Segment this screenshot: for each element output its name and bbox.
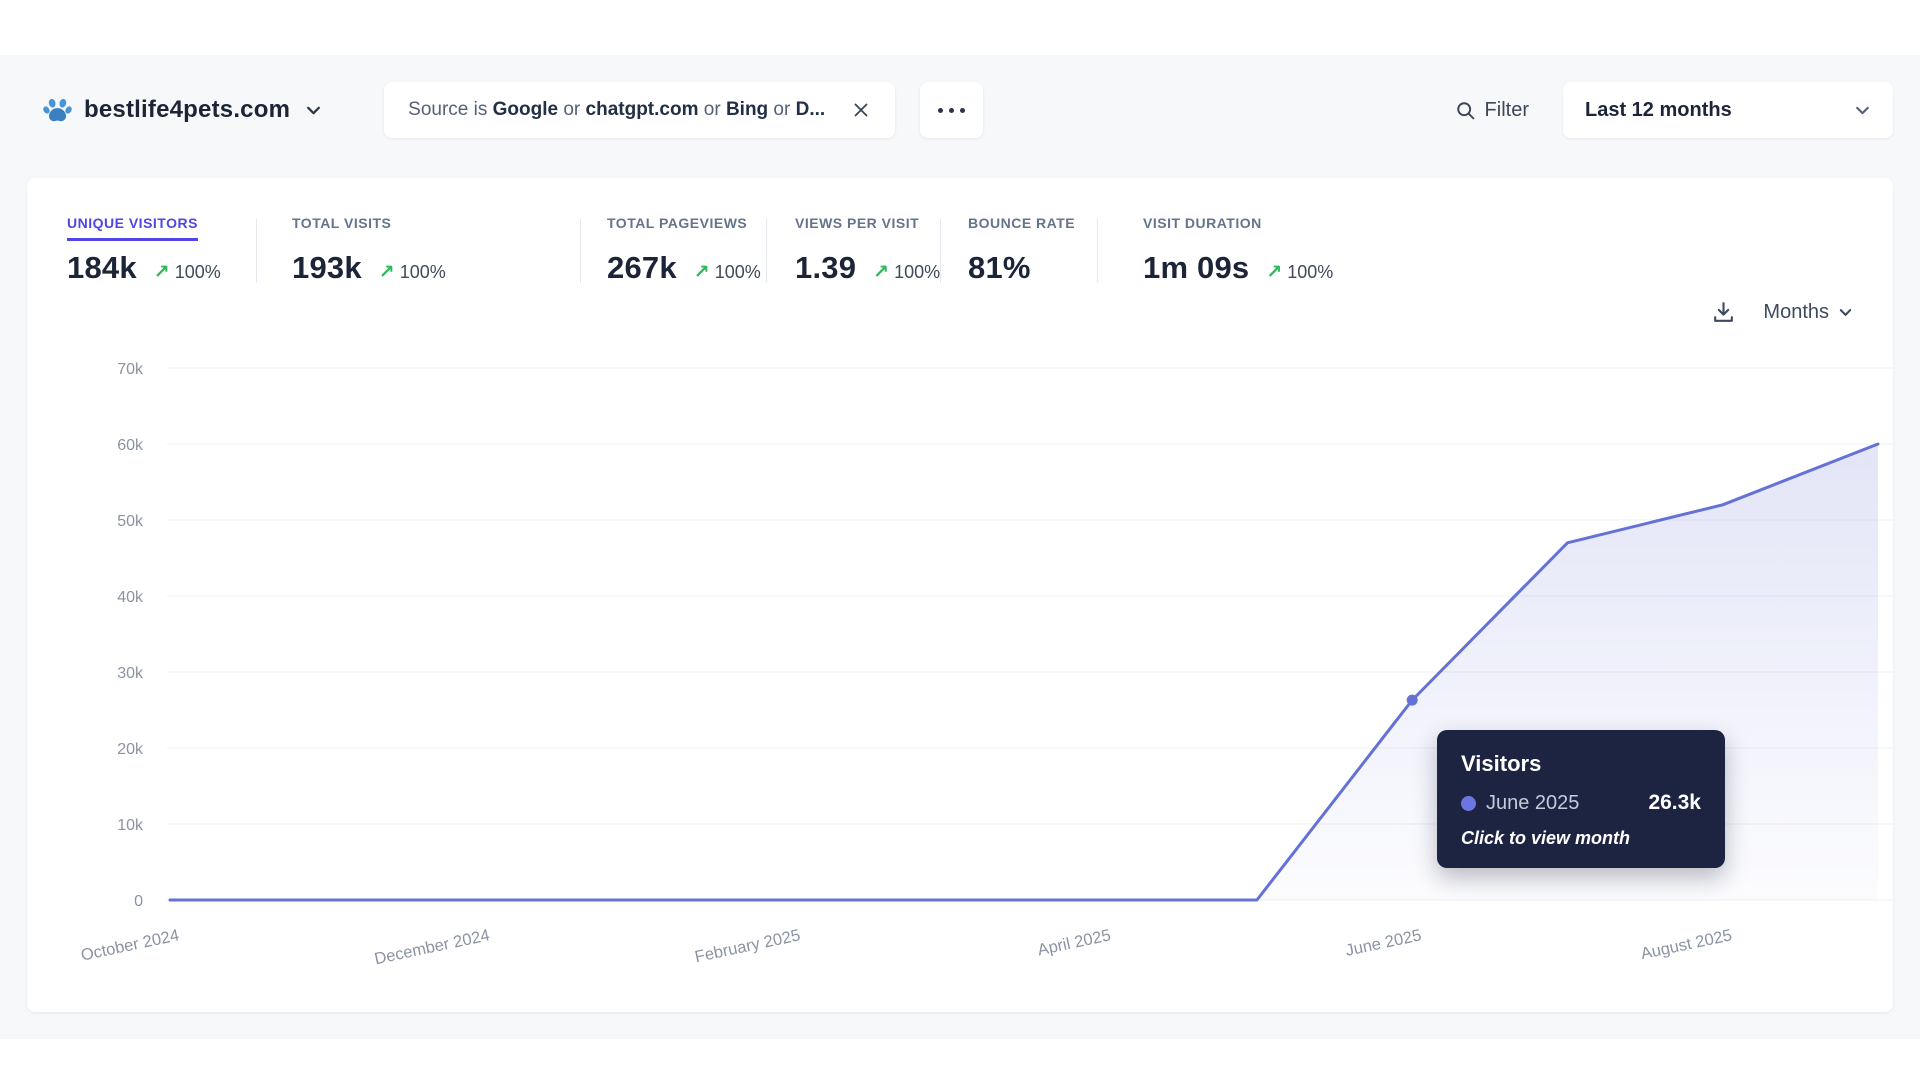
stat-value: 1m 09s <box>1143 250 1250 285</box>
chevron-down-icon <box>307 106 321 114</box>
toolbar-right: Filter Last 12 months <box>1455 82 1893 138</box>
stat-value: 1.39 <box>795 250 857 285</box>
series-dot-icon <box>1461 795 1476 811</box>
stat-total-visits[interactable]: TOTAL VISITS 193k ↗ 100% <box>292 215 580 286</box>
up-right-arrow-icon: ↗ <box>873 262 890 283</box>
ellipsis-icon <box>960 107 966 113</box>
divider <box>256 219 257 283</box>
more-filters-button[interactable] <box>920 82 984 138</box>
svg-text:April 2025: April 2025 <box>1036 926 1112 959</box>
filter-or: or <box>558 99 586 120</box>
svg-text:20k: 20k <box>117 741 144 758</box>
chart-tooltip: Visitors June 2025 26.3k Click to view m… <box>1437 730 1725 868</box>
stat-change: 100% <box>1287 262 1334 282</box>
stat-total-pageviews[interactable]: TOTAL PAGEVIEWS 267k ↗ 100% <box>607 215 766 286</box>
divider <box>766 219 767 283</box>
svg-text:February 2025: February 2025 <box>693 926 802 966</box>
svg-text:0: 0 <box>134 893 143 910</box>
tooltip-value: 26.3k <box>1648 791 1701 814</box>
filter-or: or <box>768 99 796 120</box>
chevron-down-icon <box>1839 309 1852 316</box>
stat-visit-duration[interactable]: VISIT DURATION 1m 09s ↗ 100% <box>1143 215 1383 286</box>
stats-row: UNIQUE VISITORS 184k ↗ 100% TOTAL VISITS… <box>67 215 1863 286</box>
svg-text:50k: 50k <box>117 513 144 530</box>
dashboard: bestlife4pets.com Source is Google or ch… <box>0 55 1920 1039</box>
svg-text:August 2025: August 2025 <box>1639 926 1733 963</box>
divider <box>940 219 941 283</box>
stat-label-total-visits[interactable]: TOTAL VISITS <box>292 215 392 231</box>
filter-button[interactable]: Filter <box>1455 99 1529 122</box>
analytics-card: UNIQUE VISITORS 184k ↗ 100% TOTAL VISITS… <box>27 178 1893 1012</box>
ellipsis-icon <box>949 107 955 113</box>
site-favicon-paw-icon <box>43 98 72 121</box>
stat-label-total-pageviews[interactable]: TOTAL PAGEVIEWS <box>607 215 748 231</box>
tooltip-period: June 2025 <box>1486 791 1580 814</box>
divider <box>580 219 581 283</box>
search-icon <box>1456 101 1474 119</box>
svg-text:10k: 10k <box>117 817 144 834</box>
filter-button-label: Filter <box>1484 98 1529 121</box>
svg-text:60k: 60k <box>117 437 144 454</box>
stat-change: 100% <box>714 262 761 282</box>
svg-text:30k: 30k <box>117 665 144 682</box>
stat-unique-visitors[interactable]: UNIQUE VISITORS 184k ↗ 100% <box>67 215 256 286</box>
tooltip-title: Visitors <box>1461 751 1542 776</box>
stat-change: 100% <box>174 262 221 282</box>
svg-text:December 2024: December 2024 <box>373 926 492 968</box>
divider <box>1097 219 1098 283</box>
filter-prefix: Source is <box>408 99 493 120</box>
up-right-arrow-icon: ↗ <box>153 262 170 283</box>
stat-value: 193k <box>292 250 362 285</box>
svg-text:June 2025: June 2025 <box>1344 926 1423 960</box>
filter-value-truncated: D... <box>795 99 826 120</box>
up-right-arrow-icon: ↗ <box>693 262 710 283</box>
interval-label: Months <box>1763 301 1829 323</box>
filter-value-chatgpt: chatgpt.com <box>585 99 699 120</box>
stat-change: 100% <box>894 262 941 282</box>
filter-value-google: Google <box>492 99 559 120</box>
stat-change: 100% <box>399 262 446 282</box>
stat-value: 267k <box>607 250 677 285</box>
close-icon[interactable] <box>851 100 871 120</box>
svg-text:70k: 70k <box>117 361 144 378</box>
top-strip <box>0 0 1920 55</box>
date-range-label: Last 12 months <box>1585 98 1732 121</box>
tooltip-hint: Click to view month <box>1461 828 1631 848</box>
chevron-down-icon <box>1856 106 1869 114</box>
date-range-picker[interactable]: Last 12 months <box>1563 82 1893 138</box>
chart-controls: Months <box>1711 300 1853 325</box>
stat-label-views-per-visit[interactable]: VIEWS PER VISIT <box>795 215 920 231</box>
stat-views-per-visit[interactable]: VIEWS PER VISIT 1.39 ↗ 100% <box>795 215 940 286</box>
stat-label-bounce-rate[interactable]: BOUNCE RATE <box>968 215 1076 231</box>
stat-value: 81% <box>968 250 1031 285</box>
ellipsis-icon <box>938 107 944 113</box>
svg-text:October 2024: October 2024 <box>79 926 181 964</box>
stat-label-visit-duration[interactable]: VISIT DURATION <box>1143 215 1262 231</box>
site-name: bestlife4pets.com <box>84 96 291 123</box>
source-filter-pill[interactable]: Source is Google or chatgpt.com or Bing … <box>384 82 896 138</box>
up-right-arrow-icon: ↗ <box>378 262 395 283</box>
up-right-arrow-icon: ↗ <box>1266 262 1283 283</box>
download-icon[interactable] <box>1711 300 1736 325</box>
svg-text:40k: 40k <box>117 589 144 606</box>
filter-value-bing: Bing <box>725 99 769 120</box>
filter-or: or <box>698 99 726 120</box>
site-selector[interactable]: bestlife4pets.com <box>42 95 322 126</box>
toolbar: bestlife4pets.com Source is Google or ch… <box>27 82 1893 138</box>
stat-label-unique-visitors[interactable]: UNIQUE VISITORS <box>67 215 198 241</box>
stat-bounce-rate[interactable]: BOUNCE RATE 81% <box>968 215 1097 286</box>
interval-dropdown[interactable]: Months <box>1763 301 1853 324</box>
stat-value: 184k <box>67 250 137 285</box>
visitors-line-chart[interactable]: 70k 60k 50k 40k 30k 20k 10k 0 October 2024 Decemb… <box>27 340 1893 1000</box>
